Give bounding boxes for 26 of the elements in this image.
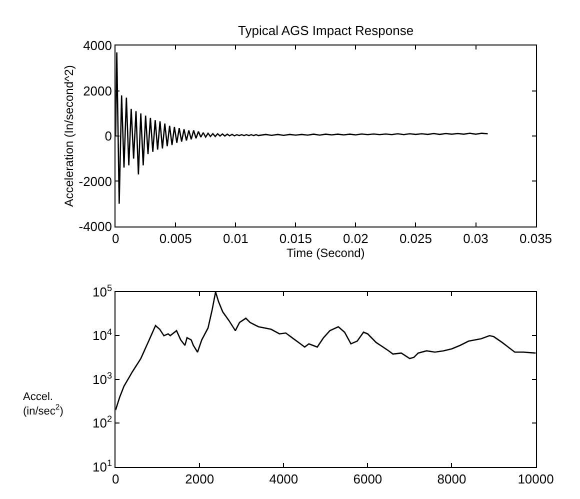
y-tick-label: 10$^{2}$ [92, 414, 112, 431]
y-tick-label: 0 [104, 128, 112, 144]
x-tick-label: 6000 [353, 472, 382, 486]
x-tick-label: 0.015 [279, 230, 312, 246]
x-axis-title: Time (Second) [286, 246, 365, 260]
x-tick-label: 0.01 [222, 230, 248, 246]
y-tick-label: 2000 [83, 83, 112, 98]
y-tick-label: 10$^{1}$ [92, 458, 112, 474]
x-tick-label: 0.025 [399, 230, 432, 246]
y-tick-label: 10$^{5}$ [92, 283, 112, 300]
y-tick-label: 4000 [83, 38, 112, 54]
chart-title: Typical AGS Impact Response [238, 23, 414, 38]
y-axis-title: Acceleration (In/second^2) [62, 65, 76, 207]
x-tick-label: 2000 [185, 472, 214, 486]
x-tick-label: 0.02 [343, 230, 368, 246]
y-tick-label: -4000 [78, 218, 112, 234]
x-tick-label: 0.005 [159, 230, 192, 246]
y-axis-title: Accel. (in/sec$^{2}$) [23, 391, 64, 418]
x-tick-label: 10000 [518, 472, 554, 486]
x-tick-label: 0.035 [519, 230, 552, 246]
x-tick-label: 0.03 [463, 230, 488, 246]
y-tick-label: -2000 [78, 174, 112, 189]
y-tick-label: 10$^{3}$ [92, 370, 112, 387]
x-tick-label: 4000 [269, 472, 298, 486]
x-tick-label: 8000 [437, 472, 466, 486]
y-tick-label: 10$^{4}$ [92, 326, 112, 344]
